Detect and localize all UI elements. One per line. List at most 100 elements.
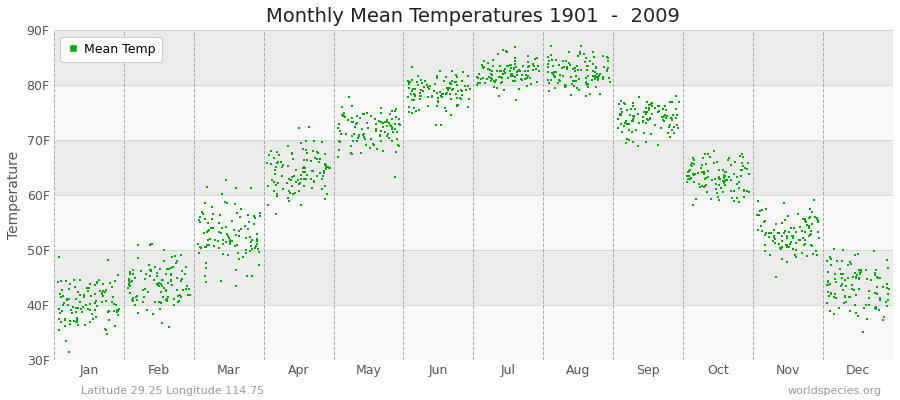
Point [740,188,754,194]
Point [94,290,109,296]
Point [626,100,640,106]
Point [244,239,258,246]
Point [238,235,253,241]
Point [304,176,319,182]
Point [248,242,263,249]
Point [852,267,867,274]
Point [722,174,736,180]
Point [644,131,658,137]
Point [288,167,302,173]
Point [199,260,213,266]
Point [292,177,306,184]
Point [802,225,816,231]
Point [751,227,765,234]
Point [832,265,847,272]
Point [614,121,628,128]
Point [588,73,602,80]
Point [90,302,104,309]
Point [332,138,347,144]
Point [157,258,171,264]
Point [833,283,848,289]
Point [443,80,457,86]
Point [698,171,712,177]
Point [611,116,625,122]
Point [374,138,389,144]
Point [644,114,658,121]
Point [245,272,259,279]
Point [271,180,285,186]
Point [285,183,300,190]
Point [403,91,418,97]
Point [767,234,781,240]
Point [700,150,715,157]
Point [149,273,164,279]
Point [449,79,464,85]
Point [507,65,521,72]
Point [203,236,218,242]
Legend: Mean Temp: Mean Temp [60,36,161,62]
Point [526,63,541,70]
Point [283,190,297,196]
Point [435,91,449,97]
Point [554,78,568,84]
Point [491,84,505,91]
Point [161,323,176,330]
Point [543,88,557,94]
Point [852,286,867,292]
Point [350,113,365,120]
Point [199,244,213,251]
Point [289,179,303,185]
Point [869,273,884,280]
Point [445,78,459,84]
Point [601,58,616,64]
Point [55,287,69,293]
Point [444,95,458,102]
Point [552,62,566,68]
Point [712,174,726,180]
Point [356,132,371,138]
Point [160,266,175,272]
Point [803,231,817,238]
Y-axis label: Temperature: Temperature [7,151,21,239]
Point [166,302,181,308]
Point [788,251,803,258]
Point [54,318,68,325]
Point [127,275,141,281]
Point [384,123,399,129]
Point [757,217,771,224]
Point [618,120,633,126]
Point [205,216,220,222]
Point [247,212,261,219]
Point [852,276,867,283]
Point [657,112,671,118]
Point [447,78,462,85]
Point [630,142,644,149]
Point [443,91,457,97]
Point [155,283,169,289]
Point [691,170,706,176]
Point [622,121,636,127]
Point [712,167,726,173]
Point [554,64,569,71]
Point [213,212,228,218]
Point [820,299,834,306]
Point [485,68,500,74]
Point [152,299,166,305]
Point [408,92,422,98]
Point [683,174,698,181]
Point [269,164,284,170]
Point [657,113,671,120]
Point [508,61,523,68]
Point [860,276,874,282]
Point [61,348,76,355]
Point [435,94,449,100]
Point [580,66,594,73]
Point [269,190,284,197]
Point [112,305,127,312]
Point [778,217,792,223]
Point [159,298,174,304]
Point [843,294,858,300]
Point [735,163,750,169]
Point [385,124,400,130]
Point [302,124,316,130]
